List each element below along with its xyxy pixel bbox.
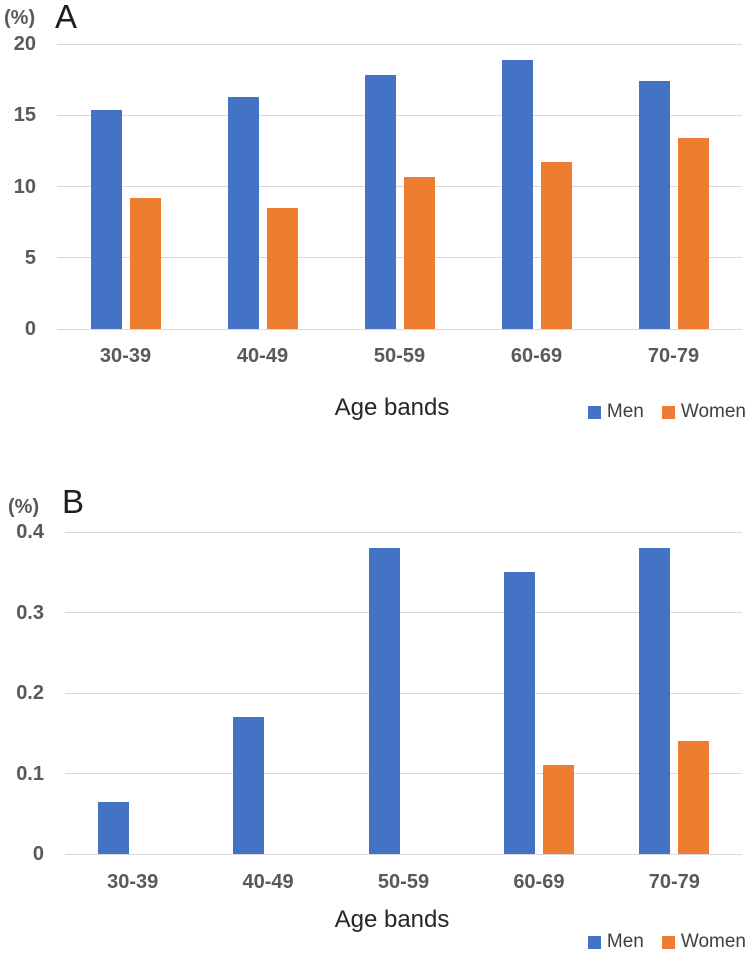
legend-label-men: Men xyxy=(606,401,644,422)
legend-item-men: Men xyxy=(587,931,644,953)
y-axis-tick-label: 15 xyxy=(13,104,36,127)
bar-women-30-39 xyxy=(129,197,161,329)
bar-men-60-69 xyxy=(503,572,535,854)
bar-men-50-59 xyxy=(368,548,400,854)
legend-label-men: Men xyxy=(606,931,644,952)
x-axis-tick-label: 50-59 xyxy=(373,345,426,367)
women-swatch-icon xyxy=(661,405,675,419)
bar-women-70-79 xyxy=(677,138,709,329)
x-axis-title-b: Age bands xyxy=(334,906,450,933)
legend-item-men: Men xyxy=(587,401,644,423)
legend-b: Men Women xyxy=(587,931,746,953)
gridline xyxy=(65,773,742,774)
y-axis-unit-label-b: (%) xyxy=(8,496,40,518)
y-axis-tick-label: 5 xyxy=(24,246,36,269)
bar-women-60-69 xyxy=(540,162,572,329)
y-axis-tick-label: 0.1 xyxy=(16,762,44,785)
x-axis-tick-label: 70-79 xyxy=(648,871,700,893)
bar-men-30-39 xyxy=(97,801,129,854)
x-axis-tick-label: 60-69 xyxy=(510,345,563,367)
y-axis-tick-label: 0 xyxy=(24,318,36,340)
panel-letter-a: A xyxy=(55,0,78,35)
y-axis-tick-label: 0.3 xyxy=(16,601,44,624)
legend-item-women: Women xyxy=(661,931,746,953)
x-axis-tick-label: 40-49 xyxy=(236,345,289,367)
gridline xyxy=(57,257,742,259)
y-axis-tick-label: 10 xyxy=(13,175,36,198)
bar-men-40-49 xyxy=(233,717,265,854)
y-axis-tick-label: 0 xyxy=(32,843,44,865)
gridline xyxy=(57,43,742,45)
legend-a: Men Women xyxy=(587,401,746,423)
legend-label-women: Women xyxy=(680,401,746,422)
x-axis-tick-label: 70-79 xyxy=(647,345,700,367)
bar-men-70-79 xyxy=(639,548,671,854)
bar-women-70-79 xyxy=(678,741,710,854)
y-axis-unit-label-a: (%) xyxy=(4,7,36,29)
legend-item-women: Women xyxy=(661,401,746,423)
legend-label-women: Women xyxy=(680,931,746,952)
bar-men-60-69 xyxy=(501,59,533,329)
x-axis-tick-label: 40-49 xyxy=(242,871,294,893)
bar-men-70-79 xyxy=(638,81,670,329)
bar-men-50-59 xyxy=(364,75,396,329)
x-axis-title-a: Age bands xyxy=(334,394,450,421)
bar-women-60-69 xyxy=(542,765,574,854)
y-axis-tick-label: 0.2 xyxy=(16,682,44,704)
bar-men-30-39 xyxy=(90,109,122,329)
gridline xyxy=(65,853,742,855)
panel-letter-b: B xyxy=(62,483,85,520)
bar-men-40-49 xyxy=(227,96,259,329)
x-axis-tick-label: 30-39 xyxy=(107,871,159,893)
y-axis-tick-label: 20 xyxy=(13,33,36,55)
y-axis-tick-label: 0.4 xyxy=(16,521,44,543)
bar-women-40-49 xyxy=(266,207,298,329)
x-axis-tick-label: 50-59 xyxy=(377,871,430,893)
men-swatch-icon xyxy=(587,405,601,419)
gridline xyxy=(65,531,742,533)
gridline xyxy=(57,186,742,187)
x-axis-tick-label: 30-39 xyxy=(99,345,152,367)
women-swatch-icon xyxy=(661,935,675,949)
gridline xyxy=(57,328,742,330)
bar-women-50-59 xyxy=(403,176,435,329)
gridline xyxy=(65,692,742,694)
men-swatch-icon xyxy=(587,935,601,949)
gridline xyxy=(65,612,742,613)
gridline xyxy=(57,114,742,116)
x-axis-tick-label: 60-69 xyxy=(513,871,565,893)
